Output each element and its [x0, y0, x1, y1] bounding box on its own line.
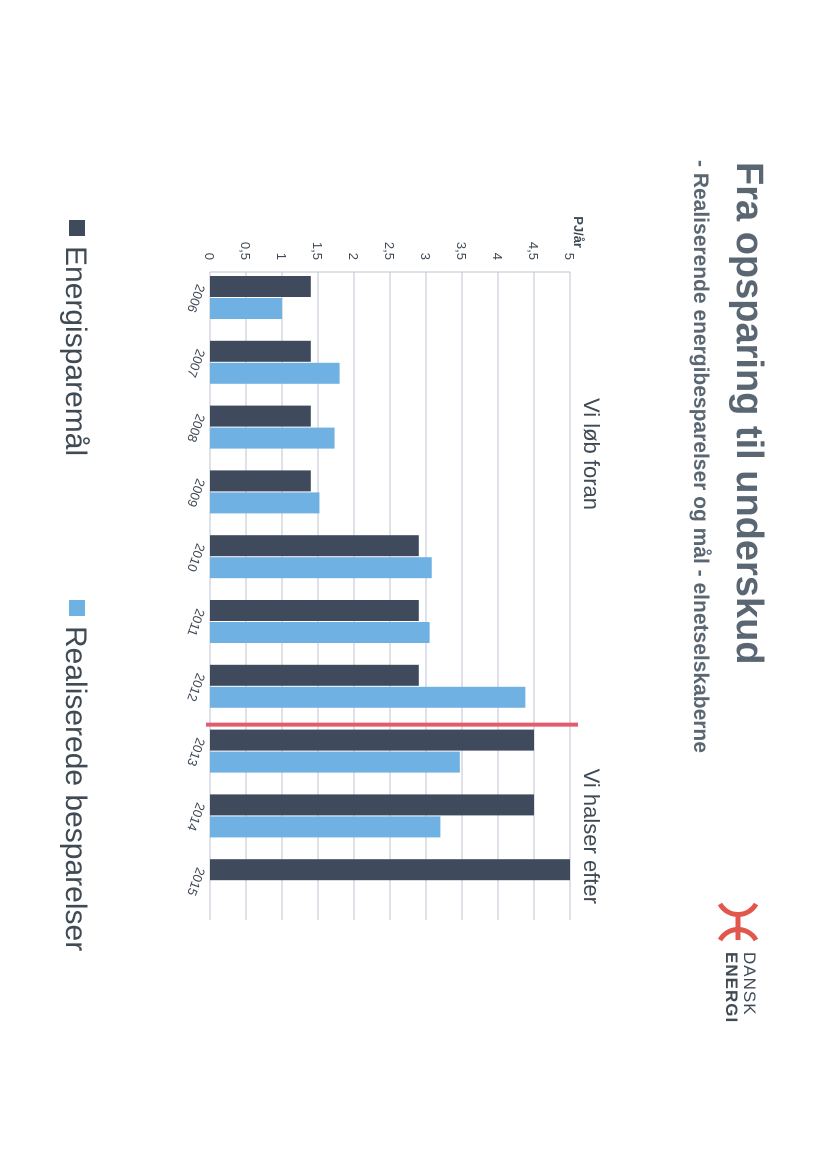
bar-2-2012 [210, 686, 526, 708]
bar-1-2011 [209, 600, 419, 621]
legend-swatch-series-1 [68, 220, 85, 236]
x-tick-label: 2006 [184, 282, 208, 314]
x-tick-label: 2009 [184, 477, 208, 509]
bar-2-2009 [210, 492, 320, 514]
annotation-ahead: Vi løb foran [579, 398, 604, 510]
bar-1-2014 [210, 794, 534, 816]
x-tick-label: 2014 [184, 801, 208, 833]
bar-2-2014 [210, 816, 441, 838]
y-tick-label: 4,5 [526, 242, 541, 260]
y-tick-label: 2 [346, 253, 361, 260]
bar-chart: 0 0,5 1 1,5 2 2,5 3 3,5 4 4,5 5 PJ/år 2006 2007 2008 20… [184, 216, 604, 920]
x-tick-label: 2015 [184, 866, 208, 898]
bar-2-2011 [210, 622, 430, 643]
bar-1-2015 [210, 859, 570, 881]
dansk-energi-logo-mark-icon [717, 902, 759, 942]
y-tick-label: 4 [490, 253, 505, 260]
y-tick-label: 0,5 [238, 242, 253, 260]
annotation-behind: Vi halser efter [579, 769, 604, 904]
y-tick-label: 1 [274, 253, 289, 260]
x-tick-label: 2012 [184, 671, 208, 703]
legend-label-series-1: Energisparemål [59, 246, 92, 457]
y-axis-label: PJ/år [571, 216, 586, 248]
dansk-energi-logo: DANSK ENERGI [700, 900, 760, 1040]
bar-2-2006 [210, 298, 282, 319]
x-tick-label: 2007 [184, 347, 208, 379]
bar-1-2008 [209, 405, 311, 427]
legend-item-series-2: Realiserede besparelser [58, 600, 92, 951]
slide: Fra opsparing til underskud - Realiseren… [30, 140, 770, 1040]
y-tick-label: 3,5 [454, 242, 469, 260]
legend-label-series-2: Realiserede besparelser [59, 626, 92, 952]
y-tick-label: 1,5 [310, 242, 325, 260]
bar-1-2010 [209, 535, 419, 557]
bar-2-2013 [210, 751, 460, 773]
y-tick-label: 5 [562, 253, 577, 260]
x-tick-label: 2011 [184, 607, 208, 638]
y-tick-label: 2,5 [382, 242, 397, 260]
bar-2-2007 [210, 362, 340, 384]
bar-2-2010 [210, 557, 432, 579]
legend-swatch-series-2 [68, 600, 85, 616]
bar-1-2012 [209, 664, 419, 686]
x-tick-label: 2008 [184, 412, 208, 444]
bar-1-2006 [209, 276, 311, 297]
x-tick-label: 2013 [184, 736, 208, 768]
y-tick-label: 0 [202, 253, 217, 260]
bar-1-2009 [209, 470, 311, 492]
legend: Energisparemål Realiserede besparelser [44, 220, 92, 1020]
legend-item-series-1: Energisparemål [58, 220, 92, 456]
bar-2-2008 [210, 427, 335, 449]
bar-1-2013 [210, 729, 534, 751]
x-tick-label: 2010 [184, 542, 208, 574]
bar-1-2007 [209, 340, 311, 362]
y-tick-label: 3 [418, 253, 433, 260]
